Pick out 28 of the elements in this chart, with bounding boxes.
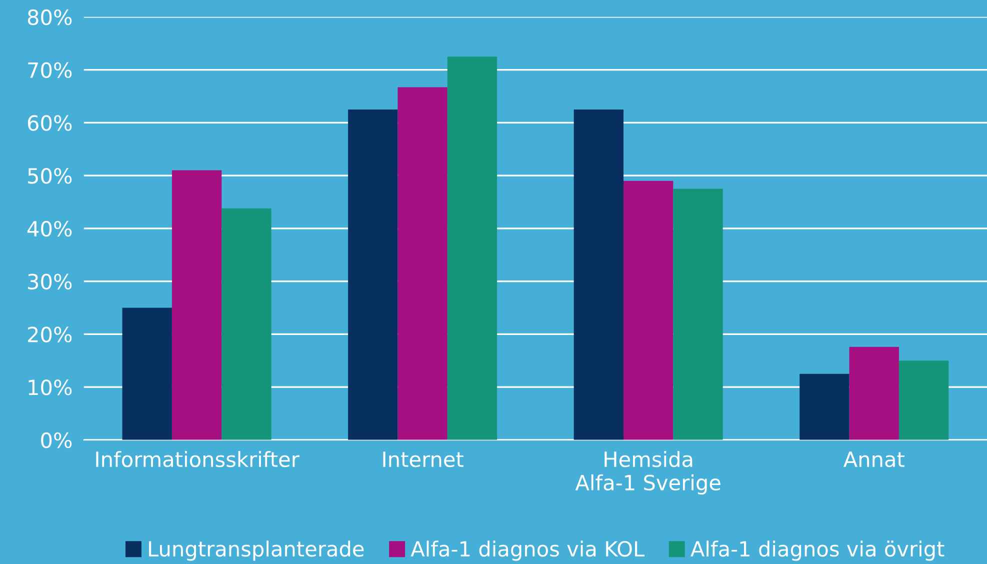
x-tick-label: Hemsida Alfa-1 Sverige xyxy=(575,451,720,495)
bar xyxy=(447,56,498,440)
y-tick-label: 60% xyxy=(28,115,72,131)
bar xyxy=(800,374,850,440)
y-tick-label: 0% xyxy=(41,432,72,448)
y-tick-label: 70% xyxy=(28,62,72,78)
legend-label: Lungtransplanterade xyxy=(149,540,364,561)
y-tick-label: 20% xyxy=(28,326,72,342)
y-tick-label: 30% xyxy=(28,274,72,290)
x-tick-label: Informationsskrifter xyxy=(96,451,300,468)
x-tick-label: Annat xyxy=(843,452,904,468)
y-tick-label: 40% xyxy=(27,220,72,237)
bar xyxy=(222,208,272,440)
bar xyxy=(849,346,899,440)
y-tick-label: 80% xyxy=(28,9,72,26)
bar xyxy=(348,109,398,440)
bar xyxy=(398,87,448,440)
bar xyxy=(624,180,674,440)
y-tick-label: 50% xyxy=(28,168,72,184)
legend-label: Alfa-1 diagnos via KOL xyxy=(410,540,644,561)
legend-label: Alfa-1 diagnos via övrigt xyxy=(690,540,944,561)
y-tick-label: 10% xyxy=(28,380,72,396)
bar xyxy=(574,109,624,440)
bar xyxy=(898,360,949,440)
bar xyxy=(122,308,172,440)
x-tick-label: Internet xyxy=(383,452,464,468)
bar xyxy=(673,188,723,440)
bar xyxy=(172,170,222,440)
